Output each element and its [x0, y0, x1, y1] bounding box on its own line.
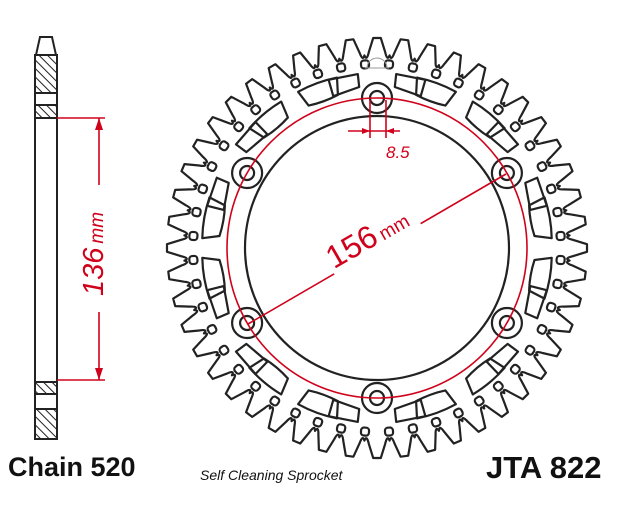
- relief-hole: [407, 62, 419, 73]
- bore-value: 136: [78, 247, 110, 296]
- bore-unit: mm: [87, 212, 108, 244]
- relief-hole: [359, 426, 371, 437]
- description-label: Self Cleaning Sprocket: [200, 467, 343, 483]
- relief-hole: [524, 344, 536, 356]
- chain-size-label: Chain 520: [8, 452, 136, 482]
- bolt-boss: [490, 156, 523, 190]
- lightening-window: [528, 256, 553, 300]
- lightening-window: [485, 120, 520, 154]
- relief-hole: [473, 395, 485, 407]
- lightening-window: [393, 73, 427, 98]
- relief-hole: [335, 423, 347, 434]
- relief-hole: [383, 426, 395, 437]
- relief-hole: [250, 104, 262, 116]
- bolt-hole-dimension: 8.5: [348, 100, 410, 162]
- bolt-boss: [231, 156, 264, 190]
- relief-hole: [545, 183, 557, 195]
- relief-hole: [536, 323, 548, 335]
- lightening-window: [524, 285, 548, 320]
- model-number: JTA 822: [486, 450, 602, 485]
- relief-hole: [552, 206, 563, 218]
- lightening-window: [234, 120, 269, 154]
- relief-hole: [536, 161, 548, 173]
- lightening-window: [234, 342, 269, 376]
- relief-hole: [407, 423, 419, 434]
- relief-hole: [197, 183, 209, 195]
- side-profile: [34, 36, 58, 440]
- relief-hole: [452, 407, 464, 419]
- relief-hole: [290, 407, 302, 419]
- relief-hole: [555, 254, 566, 266]
- sprocket-teeth-outline: [165, 36, 589, 460]
- relief-hole: [312, 416, 324, 428]
- lightening-window: [524, 176, 548, 211]
- relief-hole: [312, 68, 324, 80]
- relief-hole: [335, 62, 347, 73]
- lightening-window: [485, 342, 520, 376]
- relief-hole: [524, 140, 536, 152]
- relief-hole: [430, 416, 442, 428]
- bolt-hole: [498, 314, 515, 332]
- relief-hole: [290, 77, 302, 89]
- bolt-boss: [490, 306, 523, 340]
- relief-hole: [233, 121, 245, 133]
- relief-hole: [552, 278, 563, 290]
- relief-hole: [492, 104, 504, 116]
- lightening-window: [206, 285, 230, 320]
- bore-dimension: 136mm: [57, 117, 110, 381]
- relief-hole: [191, 278, 202, 290]
- relief-hole: [218, 140, 230, 152]
- relief-hole: [188, 230, 199, 242]
- relief-hole: [545, 301, 557, 313]
- bolt-hole: [498, 164, 515, 182]
- lightening-window: [528, 196, 553, 240]
- relief-hole: [452, 77, 464, 89]
- relief-hole: [269, 89, 281, 101]
- relief-hole: [473, 89, 485, 101]
- relief-hole: [197, 301, 209, 313]
- relief-hole: [218, 344, 230, 356]
- bolt-boss: [231, 306, 264, 340]
- relief-hole: [206, 323, 218, 335]
- lightening-window: [327, 73, 361, 98]
- bolt-circle-dimension: 156mm: [226, 97, 528, 399]
- relief-hole: [269, 395, 281, 407]
- bolt-hole: [239, 164, 256, 182]
- relief-hole: [250, 380, 262, 392]
- logo-mark: [365, 57, 389, 69]
- bolt-hole-value: 8.5: [386, 143, 410, 162]
- lightening-window: [327, 398, 361, 423]
- bolt-hole: [239, 314, 256, 332]
- lightening-window: [206, 176, 230, 211]
- lightening-window: [393, 398, 427, 423]
- relief-hole: [233, 363, 245, 375]
- relief-hole: [188, 254, 199, 266]
- center-bore: [243, 114, 511, 382]
- svg-text:136mm: 136mm: [78, 212, 110, 296]
- lightening-window: [201, 256, 226, 300]
- relief-hole: [430, 68, 442, 80]
- relief-hole: [206, 161, 218, 173]
- relief-hole: [492, 380, 504, 392]
- relief-hole: [509, 121, 521, 133]
- relief-hole: [191, 206, 202, 218]
- relief-hole: [555, 230, 566, 242]
- lightening-window: [201, 196, 226, 240]
- relief-hole: [509, 363, 521, 375]
